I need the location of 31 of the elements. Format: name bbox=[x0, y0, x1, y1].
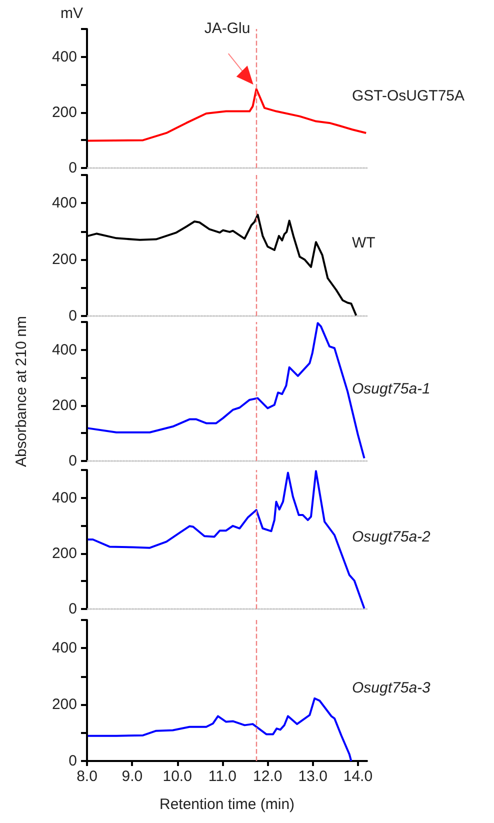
y-tick-label: 0 bbox=[68, 452, 77, 470]
x-tick-label: 10.0 bbox=[162, 768, 192, 785]
y-tick-label: 200 bbox=[52, 251, 77, 268]
series-label: Osugt75a-1 bbox=[352, 380, 430, 398]
y-axis-title: Absorbance at 210 nm bbox=[13, 316, 30, 467]
x-tick-label: 14.0 bbox=[343, 768, 373, 785]
x-tick-label: 13.0 bbox=[298, 768, 328, 785]
y-tick-label: 0 bbox=[68, 752, 77, 770]
y-tick-label: 400 bbox=[52, 194, 77, 212]
series-label: WT bbox=[352, 234, 376, 252]
series-label: Osugt75a-3 bbox=[352, 680, 432, 696]
series-label: GST-OsUGT75A bbox=[352, 88, 465, 104]
series-label: Osugt75a-2 bbox=[352, 528, 432, 546]
y-tick-label: 0 bbox=[68, 160, 77, 176]
y-tick-label: 200 bbox=[52, 396, 77, 414]
x-tick-label: 11.0 bbox=[208, 768, 237, 785]
y-tick-label: 200 bbox=[52, 104, 77, 121]
x-tick-label: 9.0 bbox=[122, 768, 143, 785]
x-tick-label: 12.0 bbox=[253, 768, 282, 785]
y-tick-label: 400 bbox=[52, 48, 77, 66]
y-tick-label: 0 bbox=[68, 600, 77, 618]
y-tick-label: 400 bbox=[52, 489, 77, 506]
y-tick-label: 400 bbox=[52, 341, 77, 358]
ref-line-label: JA-Glu bbox=[204, 20, 250, 37]
y-tick-label: 400 bbox=[52, 640, 77, 657]
y-tick-label: 0 bbox=[68, 308, 77, 324]
y-axis-title: mV bbox=[60, 5, 83, 22]
x-axis-title: Retention time (min) bbox=[159, 796, 295, 813]
y-tick-label: 200 bbox=[52, 544, 77, 562]
x-tick-label: 8.0 bbox=[76, 768, 98, 785]
y-tick-label: 200 bbox=[52, 696, 77, 714]
